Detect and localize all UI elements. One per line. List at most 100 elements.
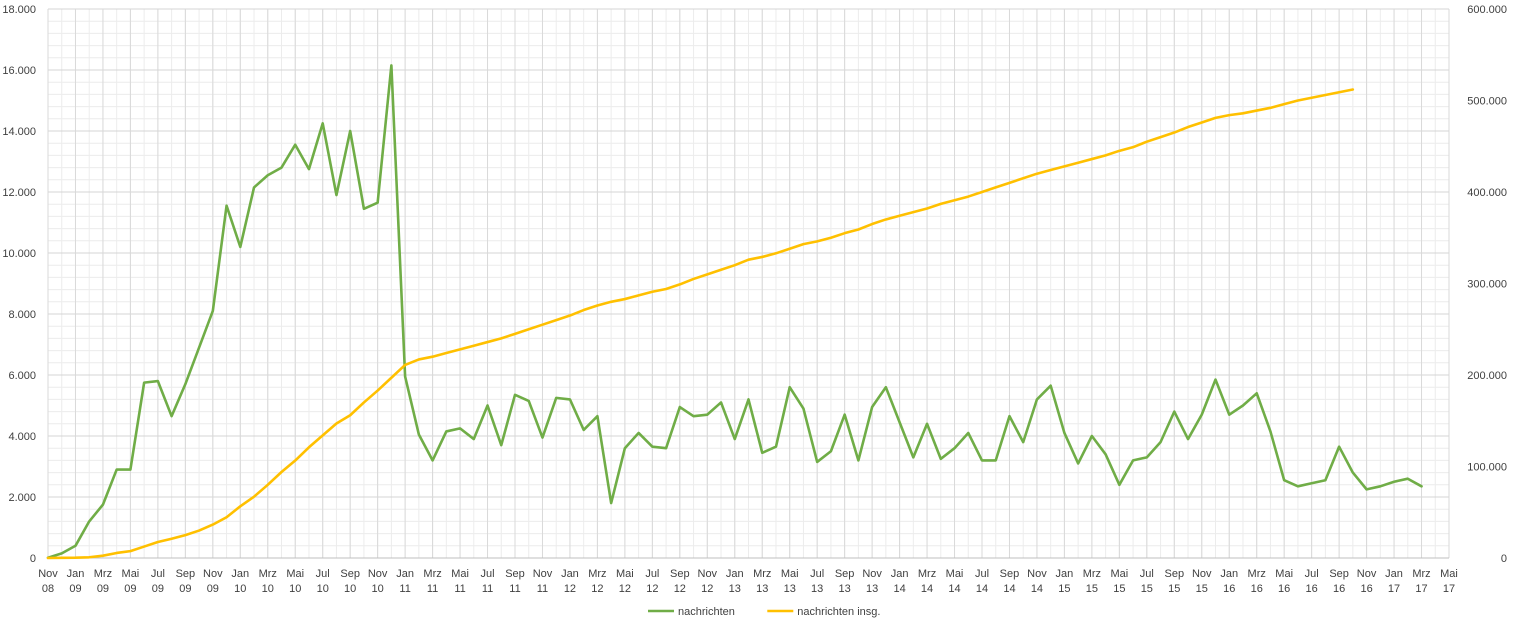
x-tick-label-year: 15 xyxy=(1113,583,1125,595)
x-tick-label-year: 12 xyxy=(701,583,713,595)
x-tick-label-year: 13 xyxy=(729,583,741,595)
x-tick-label-month: Jan xyxy=(1056,568,1074,580)
x-tick-label-month: Jul xyxy=(316,568,330,580)
x-tick-label-year: 14 xyxy=(893,583,905,595)
x-tick-label-month: Sep xyxy=(1000,568,1020,580)
x-tick-label-year: 15 xyxy=(1196,583,1208,595)
x-tick-label-year: 12 xyxy=(619,583,631,595)
x-tick-label-month: Nov xyxy=(1357,568,1377,580)
x-tick-label-month: Jul xyxy=(1140,568,1154,580)
x-tick-label-month: Nov xyxy=(533,568,553,580)
x-tick-label-month: Sep xyxy=(1329,568,1349,580)
x-tick-label-year: 16 xyxy=(1306,583,1318,595)
x-tick-label-month: Jul xyxy=(810,568,824,580)
x-tick-label-year: 10 xyxy=(372,583,384,595)
x-tick-label-month: Jan xyxy=(561,568,579,580)
x-tick-label-year: 10 xyxy=(262,583,274,595)
x-tick-label-month: Jul xyxy=(975,568,989,580)
x-tick-label-month: Sep xyxy=(505,568,525,580)
x-tick-label-month: Mrz xyxy=(259,568,277,580)
x-tick-label-year: 15 xyxy=(1168,583,1180,595)
x-tick-label-month: Mrz xyxy=(1412,568,1430,580)
x-tick-label-month: Mrz xyxy=(753,568,771,580)
x-tick-label-month: Nov xyxy=(1027,568,1047,580)
x-tick-label-year: 12 xyxy=(564,583,576,595)
x-tick-label-month: Mrz xyxy=(1248,568,1266,580)
major-gridlines xyxy=(47,8,1450,559)
x-tick-label-year: 14 xyxy=(1031,583,1043,595)
x-tick-label-year: 09 xyxy=(179,583,191,595)
x-tick-label-year: 10 xyxy=(317,583,329,595)
x-tick-label-month: Mai xyxy=(1440,568,1458,580)
x-tick-label-month: Jan xyxy=(1385,568,1403,580)
y-left-tick-label: 14.000 xyxy=(2,126,36,138)
x-tick-label-month: Mai xyxy=(1275,568,1293,580)
x-tick-label-year: 16 xyxy=(1333,583,1345,595)
x-tick-label-month: Mrz xyxy=(918,568,936,580)
x-tick-label-year: 14 xyxy=(921,583,933,595)
x-tick-label-month: Nov xyxy=(368,568,388,580)
x-tick-label-year: 17 xyxy=(1388,583,1400,595)
y-left-tick-label: 18.000 xyxy=(2,4,36,16)
x-tick-label-month: Jan xyxy=(231,568,249,580)
y-left-tick-label: 0 xyxy=(30,553,36,565)
x-tick-label-month: Jan xyxy=(67,568,85,580)
y-right-tick-label: 200.000 xyxy=(1467,370,1507,382)
legend: nachrichten nachrichten insg. xyxy=(648,606,880,618)
y-left-tick-label: 16.000 xyxy=(2,65,36,77)
y-right-tick-label: 300.000 xyxy=(1467,279,1507,291)
x-tick-label-year: 15 xyxy=(1058,583,1070,595)
x-tick-label-year: 09 xyxy=(124,583,136,595)
x-tick-label-month: Nov xyxy=(38,568,58,580)
y-right-tick-label: 500.000 xyxy=(1467,96,1507,108)
legend-label-nachrichten: nachrichten xyxy=(678,606,735,618)
x-tick-label-month: Nov xyxy=(862,568,882,580)
x-tick-label-month: Mrz xyxy=(423,568,441,580)
x-tick-label-year: 13 xyxy=(839,583,851,595)
x-tick-label-month: Jan xyxy=(891,568,909,580)
x-tick-label-year: 11 xyxy=(537,583,548,595)
y-left-tick-label: 4.000 xyxy=(8,431,36,443)
x-tick-label-month: Mrz xyxy=(1083,568,1101,580)
y-left-tick-label: 6.000 xyxy=(8,370,36,382)
x-tick-label-year: 13 xyxy=(866,583,878,595)
y-axis-right: 0 100.000 200.000 300.000 400.000 500.000 600.… xyxy=(1467,4,1507,565)
x-tick-label-month: Nov xyxy=(203,568,223,580)
minor-gridlines xyxy=(47,8,1450,559)
y-right-tick-label: 600.000 xyxy=(1467,4,1507,16)
x-tick-label-month: Sep xyxy=(670,568,690,580)
x-tick-label-month: Jul xyxy=(480,568,494,580)
x-tick-label-year: 14 xyxy=(976,583,988,595)
x-tick-label-month: Sep xyxy=(340,568,360,580)
x-tick-label-year: 11 xyxy=(454,583,465,595)
x-tick-label-month: Mai xyxy=(781,568,799,580)
x-tick-label-year: 13 xyxy=(756,583,768,595)
y-left-tick-label: 10.000 xyxy=(2,248,36,260)
x-tick-label-month: Mrz xyxy=(588,568,606,580)
y-right-tick-label: 400.000 xyxy=(1467,187,1507,199)
x-tick-label-year: 16 xyxy=(1223,583,1235,595)
x-axis: Nov 08 Jan 09 Mrz 09 Mai 09 Jul 09 Sep 09 Nov 09 Jan 10… xyxy=(38,568,1458,595)
x-tick-label-year: 15 xyxy=(1141,583,1153,595)
x-tick-label-year: 13 xyxy=(784,583,796,595)
series-layer xyxy=(46,64,1423,560)
x-tick-label-year: 16 xyxy=(1278,583,1290,595)
x-tick-label-year: 09 xyxy=(97,583,109,595)
x-tick-label-month: Sep xyxy=(835,568,855,580)
x-tick-label-year: 09 xyxy=(69,583,81,595)
x-tick-label-month: Jan xyxy=(726,568,744,580)
x-tick-label-month: Jul xyxy=(645,568,659,580)
x-tick-label-month: Jul xyxy=(1305,568,1319,580)
x-tick-label-year: 12 xyxy=(674,583,686,595)
x-tick-label-year: 14 xyxy=(948,583,960,595)
y-right-tick-label: 0 xyxy=(1501,553,1507,565)
x-tick-label-year: 11 xyxy=(509,583,520,595)
x-tick-label-year: 09 xyxy=(152,583,164,595)
y-axis-left: 0 2.000 4.000 6.000 8.000 10.000 12.000 14.000 1… xyxy=(2,4,36,565)
y-right-tick-label: 100.000 xyxy=(1467,462,1507,474)
x-tick-label-year: 12 xyxy=(646,583,658,595)
x-tick-label-year: 17 xyxy=(1443,583,1455,595)
x-tick-label-month: Jan xyxy=(1220,568,1238,580)
x-tick-label-year: 10 xyxy=(344,583,356,595)
